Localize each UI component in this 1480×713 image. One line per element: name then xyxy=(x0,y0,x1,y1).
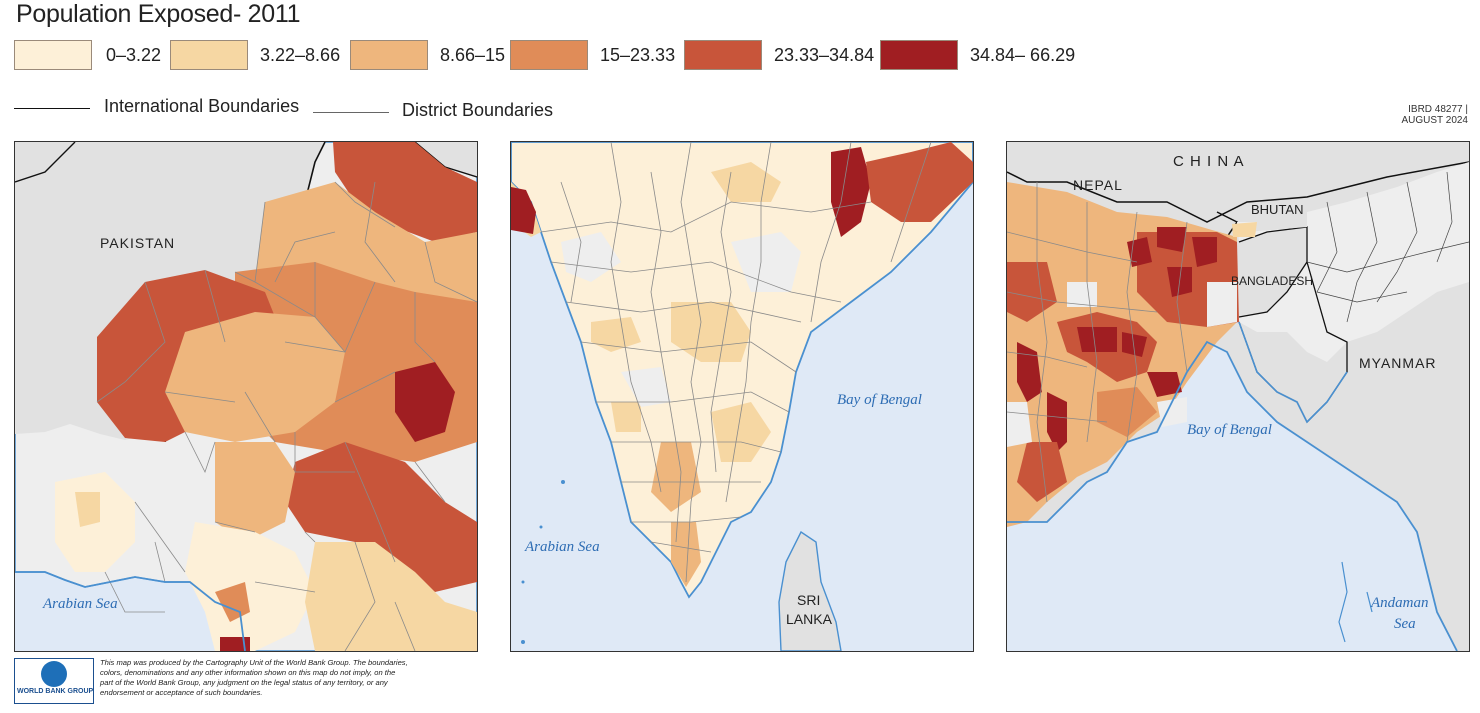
label-bhutan: BHUTAN xyxy=(1251,202,1304,217)
ibrd-stamp: IBRD 48277 | AUGUST 2024 xyxy=(1401,104,1468,126)
international-boundary-line xyxy=(14,108,90,109)
ibrd-number: IBRD 48277 | xyxy=(1408,104,1468,115)
district-boundary-label: District Boundaries xyxy=(402,100,554,120)
label-bangladesh: BANGLADESH xyxy=(1231,274,1314,288)
district-boundary-line xyxy=(313,112,389,113)
label-lanka: LANKA xyxy=(786,611,832,627)
globe-icon xyxy=(41,661,67,687)
label-pakistan: PAKISTAN xyxy=(100,235,176,251)
disclaimer-line: This map was produced by the Cartography… xyxy=(100,658,408,667)
disclaimer-line: part of the World Bank Group, any judgme… xyxy=(100,678,388,687)
legend-label: 8.66–15 xyxy=(440,45,506,65)
map-panel-west[interactable]: PAKISTAN Arabian Sea xyxy=(14,141,478,652)
legend-label: 15–23.33 xyxy=(600,45,676,65)
legend-label: 34.84– 66.29 xyxy=(970,45,1076,65)
legend-swatch xyxy=(880,40,958,70)
disclaimer-line: colors, denominations and any other info… xyxy=(100,668,396,677)
logo-text: WORLD BANK GROUP xyxy=(17,688,94,695)
label-nepal: NEPAL xyxy=(1073,177,1123,193)
label-andaman-sea: Sea xyxy=(1394,616,1416,632)
label-china: C H I N A xyxy=(1173,153,1245,170)
label-bay-of-bengal-south: Bay of Bengal xyxy=(837,392,922,408)
legend-swatch xyxy=(684,40,762,70)
disclaimer: This map was produced by the Cartography… xyxy=(100,658,484,698)
legend-swatch xyxy=(350,40,428,70)
legend-label: 3.22–8.66 xyxy=(260,45,341,65)
legend-swatch xyxy=(510,40,588,70)
label-myanmar: MYANMAR xyxy=(1359,355,1437,371)
world-bank-logo: WORLD BANK GROUP xyxy=(14,658,94,704)
map-west-svg xyxy=(15,142,477,651)
disclaimer-line: endorsement or acceptance of such bounda… xyxy=(100,688,263,697)
label-arabian-sea-south: Arabian Sea xyxy=(525,539,600,555)
legend-label: 23.33–34.84 xyxy=(774,45,875,65)
map-title: Population Exposed- 2011 xyxy=(16,0,301,28)
legend-swatch xyxy=(14,40,92,70)
map-south-svg xyxy=(511,142,973,651)
map-east-svg xyxy=(1007,142,1469,651)
legend-swatch xyxy=(170,40,248,70)
international-boundary-label: International Boundaries xyxy=(104,96,300,116)
map-panel-south[interactable]: Bay of Bengal Arabian Sea SRI LANKA xyxy=(510,141,974,652)
footer: WORLD BANK GROUP This map was produced b… xyxy=(14,658,484,706)
label-bay-of-bengal-east: Bay of Bengal xyxy=(1187,422,1272,438)
label-andaman: Andaman xyxy=(1371,595,1429,611)
legend-label: 0–3.22 xyxy=(106,45,162,65)
label-sri: SRI xyxy=(797,592,821,608)
map-panel-east[interactable]: C H I N A NEPAL BHUTAN BANGLADESH MYANMA… xyxy=(1006,141,1470,652)
ibrd-date: AUGUST 2024 xyxy=(1401,115,1468,126)
label-arabian-sea-west: Arabian Sea xyxy=(43,596,118,612)
